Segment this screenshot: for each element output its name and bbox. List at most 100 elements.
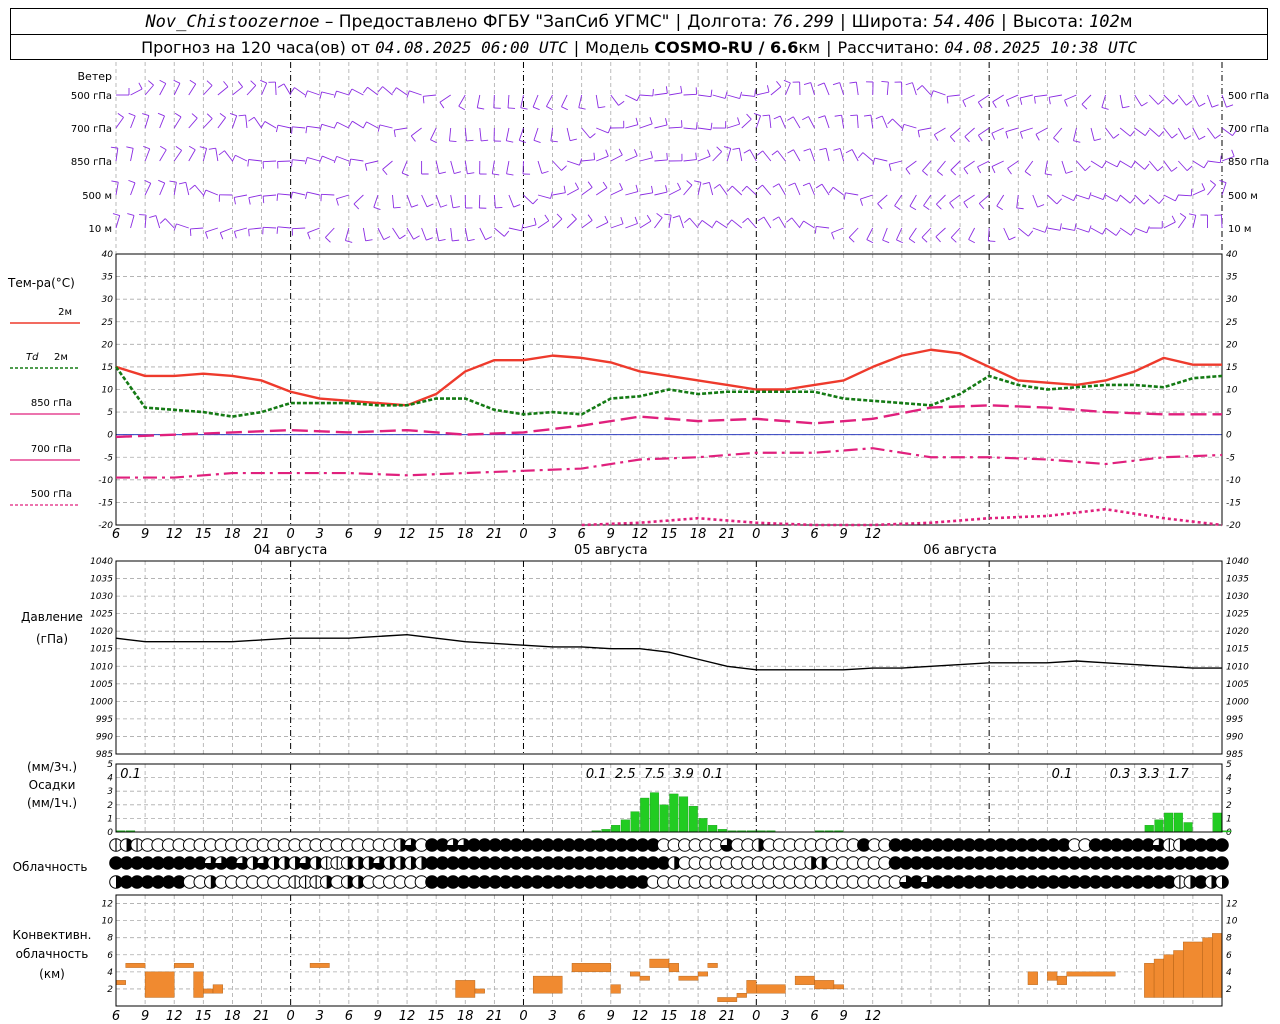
wind-barb-shaft <box>1221 155 1235 162</box>
wind-barb <box>523 217 537 229</box>
wind-barb-flag <box>916 85 923 91</box>
wind-barb-shaft <box>392 194 395 208</box>
cloud-fill-full <box>478 856 491 870</box>
wind-barb <box>550 127 558 143</box>
wind-barb-flag <box>1130 229 1136 236</box>
wind-barb-shaft <box>1134 127 1146 136</box>
wind-barb-shaft <box>185 182 190 196</box>
wind-barb-shaft <box>578 94 583 108</box>
wind-barb-shaft <box>248 227 262 230</box>
wind-barb-flag <box>618 100 625 106</box>
wind-barb-shaft <box>1105 227 1117 236</box>
wind-barb-shaft <box>1192 189 1205 196</box>
cloud-fill-full <box>941 838 955 852</box>
wind-barb <box>894 194 903 211</box>
conv-block <box>717 997 738 1002</box>
wind-barb <box>1119 160 1136 169</box>
wind-barb-shaft <box>909 194 917 207</box>
wind-barb <box>987 227 996 242</box>
prec-tick-label-left: 5 <box>107 760 113 770</box>
wind-barb-flag <box>1102 227 1107 235</box>
wind-barb-shaft <box>1049 94 1062 98</box>
conv-block <box>639 975 650 981</box>
wind-barb-shaft <box>964 127 975 137</box>
model-name: COSMO-RU / 6.6 <box>654 38 799 57</box>
pressure-tick-label-right: 1005 <box>1226 680 1249 690</box>
legend-t2m-text: 2м <box>58 307 72 318</box>
cloud-symbol <box>562 875 576 889</box>
wind-barb <box>936 160 946 176</box>
prec-bar <box>1154 819 1164 833</box>
wind-barb-shaft <box>159 83 167 96</box>
wind-barb <box>757 216 772 229</box>
wind-barb <box>875 115 888 129</box>
wind-barb-flag <box>1116 160 1121 168</box>
wind-barb-flag <box>169 180 177 183</box>
cloud-fill-full <box>889 838 902 852</box>
conv-block <box>629 971 641 977</box>
wind-barb-flag <box>175 145 182 151</box>
prec-3h-sum: 0.1 <box>120 767 141 782</box>
wind-barb <box>815 183 830 196</box>
cloud-symbol <box>530 875 545 889</box>
wind-barb <box>1192 183 1206 196</box>
wind-barb-shaft <box>716 220 728 229</box>
wind-barb-shaft <box>325 227 335 238</box>
wind-barb-shaft <box>353 194 364 205</box>
chart-header: Nov_Chistoozernoe – Предоставлено ФГБУ "… <box>10 8 1268 60</box>
wind-barb-flag <box>1129 130 1135 137</box>
cloud-fill-full <box>594 838 607 852</box>
cloud-fill-full <box>1047 856 1060 870</box>
wind-barb-flag <box>1019 97 1023 105</box>
cloud-fill-full <box>1047 875 1060 889</box>
wind-barb-shaft <box>896 227 903 241</box>
wind-barb-flag <box>713 184 720 189</box>
wind-barb-flag <box>1084 165 1091 171</box>
wind-barb-shaft <box>581 159 595 162</box>
wind-barb <box>128 179 136 196</box>
wind-barb-flag <box>260 121 266 128</box>
wind-barb-flag <box>578 107 586 110</box>
cloud-fill-full <box>1057 856 1071 870</box>
wind-barb <box>189 184 204 196</box>
cloud-symbol <box>151 875 165 889</box>
cloud-fill-full <box>604 856 618 870</box>
x-hour-label: 18 <box>690 527 707 542</box>
cloud-fill-three <box>446 838 460 852</box>
wind-barb-shaft <box>458 94 466 107</box>
wind-barb <box>382 160 393 176</box>
cloud-fill-full <box>1047 838 1060 852</box>
wind-barb <box>1207 180 1216 196</box>
wind-barb-shaft <box>365 160 379 165</box>
cloud-fill-full <box>604 875 618 889</box>
wind-barb <box>909 194 917 211</box>
cloud-symbol <box>1046 856 1061 870</box>
cloud-fill-full <box>983 875 997 889</box>
wind-barb-shaft <box>839 82 845 96</box>
conv-block <box>610 984 621 994</box>
wind-barb <box>1101 94 1109 110</box>
wind-barb-flag <box>707 149 711 157</box>
wind-barb <box>1207 155 1222 164</box>
wind-barb-shaft <box>741 94 755 97</box>
cloud-symbol <box>541 856 555 870</box>
wind-barb-shaft <box>581 127 591 139</box>
wind-barb <box>149 215 161 229</box>
wind-barb <box>268 81 277 96</box>
x-hour-label-bottom: 0 <box>286 1009 294 1024</box>
wind-barb-shaft <box>322 155 335 162</box>
cloud-fill-full <box>509 856 523 870</box>
pressure-tick-label-left: 995 <box>96 715 113 725</box>
wind-barb-flag <box>173 223 177 231</box>
wind-barb <box>787 116 801 129</box>
temp-tick-label-right: 15 <box>1226 363 1238 373</box>
wind-barb-flag <box>237 81 243 88</box>
wind-barb-flag <box>991 166 996 174</box>
conv-block <box>1144 963 1155 998</box>
cloud-symbol <box>435 838 450 852</box>
cloud-fill-full <box>1068 875 1081 889</box>
wind-barb-shaft <box>654 124 668 129</box>
wind-barb <box>923 194 932 211</box>
temp-tick-label-left: -5 <box>104 453 113 463</box>
